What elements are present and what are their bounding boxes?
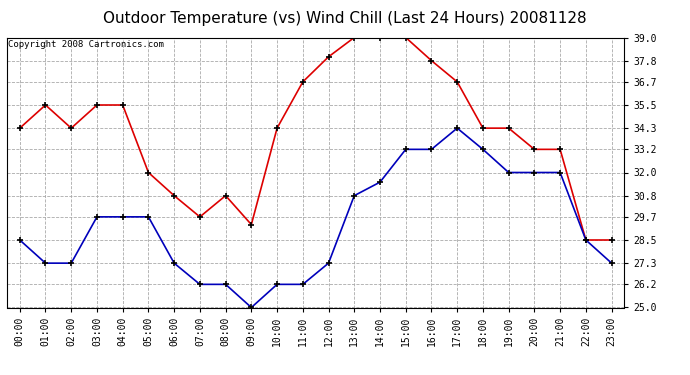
Text: Outdoor Temperature (vs) Wind Chill (Last 24 Hours) 20081128: Outdoor Temperature (vs) Wind Chill (Las…: [104, 11, 586, 26]
Text: Copyright 2008 Cartronics.com: Copyright 2008 Cartronics.com: [8, 40, 164, 49]
